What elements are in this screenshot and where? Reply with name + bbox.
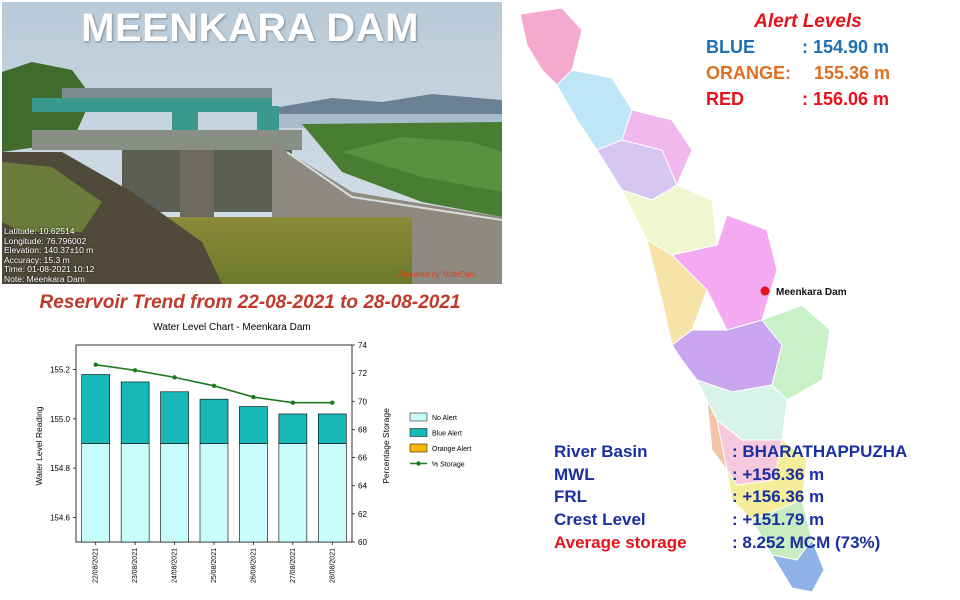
bar-blue-alert xyxy=(120,381,150,444)
geo-time: Time: 01-08-2021 10:12 xyxy=(4,264,95,275)
bar-blue-alert xyxy=(239,406,268,444)
photo-title: MEENKARA DAM xyxy=(81,6,419,50)
bar-no-alert xyxy=(239,443,268,543)
geo-note: Note: Meenkara Dam xyxy=(4,273,85,284)
info-value: : 8.252 MCM (73%) xyxy=(732,533,881,552)
map-dam-label: Meenkara Dam xyxy=(776,287,847,298)
alert-value: 155.36 m xyxy=(814,63,891,83)
bar-no-alert xyxy=(278,443,308,543)
bar-no-alert xyxy=(120,443,150,543)
dam-photo xyxy=(2,2,502,284)
alert-levels-heading: Alert Levels xyxy=(754,11,862,32)
x-tick-label: 25/08/2021 xyxy=(211,548,218,583)
info-value: : +151.79 m xyxy=(732,510,825,529)
info-label: MWL xyxy=(554,465,595,484)
x-tick-label: 22/08/2021 xyxy=(93,548,100,583)
x-tick-label: 26/08/2021 xyxy=(250,548,257,583)
geo-stamp: Latitude: 10.62514 Longitude: 76.796002 … xyxy=(4,226,95,285)
alert-label: ORANGE: xyxy=(706,63,791,83)
legend-label: Blue Alert xyxy=(432,431,462,438)
bar-no-alert xyxy=(199,443,229,543)
alert-label: RED xyxy=(706,89,745,109)
y-axis-right-label: Percentage Storage xyxy=(381,408,391,484)
storage-point xyxy=(172,375,177,380)
bar-blue-alert xyxy=(160,391,189,444)
y-axis-label: Water Level Reading xyxy=(34,406,44,485)
bar-blue-alert xyxy=(199,398,229,444)
legend-label: % Storage xyxy=(432,462,465,469)
dam-photo-image xyxy=(2,2,502,284)
x-tick-label: 23/08/2021 xyxy=(132,548,139,583)
photo-watermark: Powered by NoteCam xyxy=(398,270,477,279)
storage-point xyxy=(290,400,296,405)
kerala-district-map xyxy=(519,7,831,593)
bar-no-alert xyxy=(81,443,111,543)
storage-point xyxy=(330,400,335,405)
trend-title: Reservoir Trend from 22-08-2021 to 28-08… xyxy=(39,292,461,313)
y-right-tick-label: 72 xyxy=(358,369,367,378)
y-right-tick-label: 62 xyxy=(358,510,367,519)
bar-blue-alert xyxy=(317,413,347,444)
bar-blue-alert xyxy=(278,413,308,444)
alert-value: : 154.90 m xyxy=(802,37,890,57)
storage-point xyxy=(132,368,138,373)
y-right-tick-label: 60 xyxy=(358,538,367,547)
x-tick-label: 28/08/2021 xyxy=(329,548,336,583)
y-right-tick-label: 70 xyxy=(358,397,367,406)
bar-no-alert xyxy=(317,443,347,543)
geo-accuracy: Accuracy: 15.3 m xyxy=(4,254,70,265)
info-label: River Basin xyxy=(554,442,648,461)
legend-label: Orange Alert xyxy=(432,446,471,453)
legend-swatch xyxy=(409,443,428,453)
legend-label: No Alert xyxy=(432,415,457,422)
bar-no-alert xyxy=(160,443,189,543)
chart-title: Water Level Chart - Meenkara Dam xyxy=(153,322,310,333)
info-value: : +156.36 m xyxy=(732,487,825,506)
info-value: : +156.36 m xyxy=(732,465,825,484)
legend-swatch xyxy=(409,412,428,422)
info-label: FRL xyxy=(554,487,588,506)
y-right-tick-label: 68 xyxy=(358,425,367,434)
storage-point xyxy=(251,394,256,400)
y-right-tick-label: 74 xyxy=(358,341,367,350)
info-label: Crest Level xyxy=(554,510,646,529)
y-tick-label: 154.6 xyxy=(50,513,71,522)
alert-label: BLUE xyxy=(706,37,755,57)
meenkara-dam-marker xyxy=(760,286,770,296)
y-right-tick-label: 64 xyxy=(358,482,367,491)
x-tick-label: 24/08/2021 xyxy=(172,548,179,583)
storage-point xyxy=(211,383,217,389)
legend-marker xyxy=(416,461,421,466)
storage-point xyxy=(93,362,98,367)
alert-value: : 156.06 m xyxy=(802,89,890,109)
x-tick-label: 27/08/2021 xyxy=(290,548,297,583)
info-value: : BHARATHAPPUZHA xyxy=(732,442,908,461)
legend-swatch xyxy=(409,428,428,437)
water-level-chart: Water Level Chart - Meenkara Dam 154.6 15… xyxy=(34,322,471,583)
bar-blue-alert xyxy=(81,374,111,444)
y-right-tick-label: 66 xyxy=(358,454,367,463)
info-label: Average storage xyxy=(554,533,687,552)
geo-longitude: Longitude: 76.796002 xyxy=(4,235,87,246)
y-tick-label: 154.8 xyxy=(50,464,71,473)
y-tick-label: 155.2 xyxy=(50,366,71,375)
geo-latitude: Latitude: 10.62514 xyxy=(4,226,75,236)
geo-elevation: Elevation: 140.37±10 m xyxy=(4,245,94,256)
y-tick-label: 155.0 xyxy=(50,415,71,424)
